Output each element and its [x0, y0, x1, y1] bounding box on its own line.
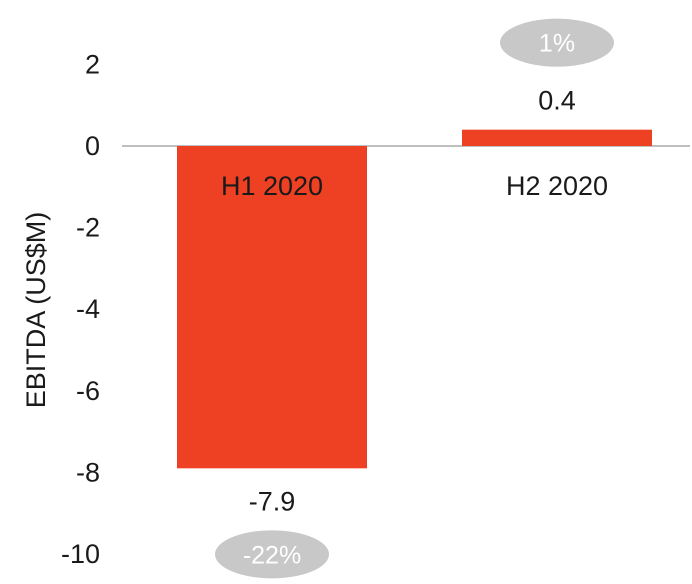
- percent-badge: [500, 18, 614, 67]
- y-axis-ticks: 2 0 -2 -4 -6 -8 -10: [61, 49, 100, 569]
- data-label: 0.4: [538, 86, 576, 116]
- percent-badge-label: -22%: [243, 541, 301, 569]
- bars-group: H1 2020 -7.9 -22% H2 2020 0.4 1%: [177, 18, 652, 579]
- category-label: H1 2020: [221, 171, 323, 201]
- percent-badge: [215, 530, 329, 579]
- bar-h1-2020: [177, 146, 367, 469]
- y-tick-label: -6: [76, 376, 100, 406]
- y-tick-label: 0: [85, 131, 100, 161]
- data-label: -7.9: [249, 486, 296, 516]
- y-axis-title: EBITDA (US$M): [21, 212, 51, 409]
- y-tick-label: -10: [61, 539, 100, 569]
- y-tick-label: 2: [85, 49, 100, 79]
- y-tick-label: -4: [76, 294, 100, 324]
- bar-h2-2020: [462, 129, 652, 146]
- category-label: H2 2020: [506, 171, 608, 201]
- y-tick-label: -8: [76, 457, 100, 487]
- percent-badge-label: 1%: [539, 30, 575, 58]
- y-tick-label: -2: [76, 213, 100, 243]
